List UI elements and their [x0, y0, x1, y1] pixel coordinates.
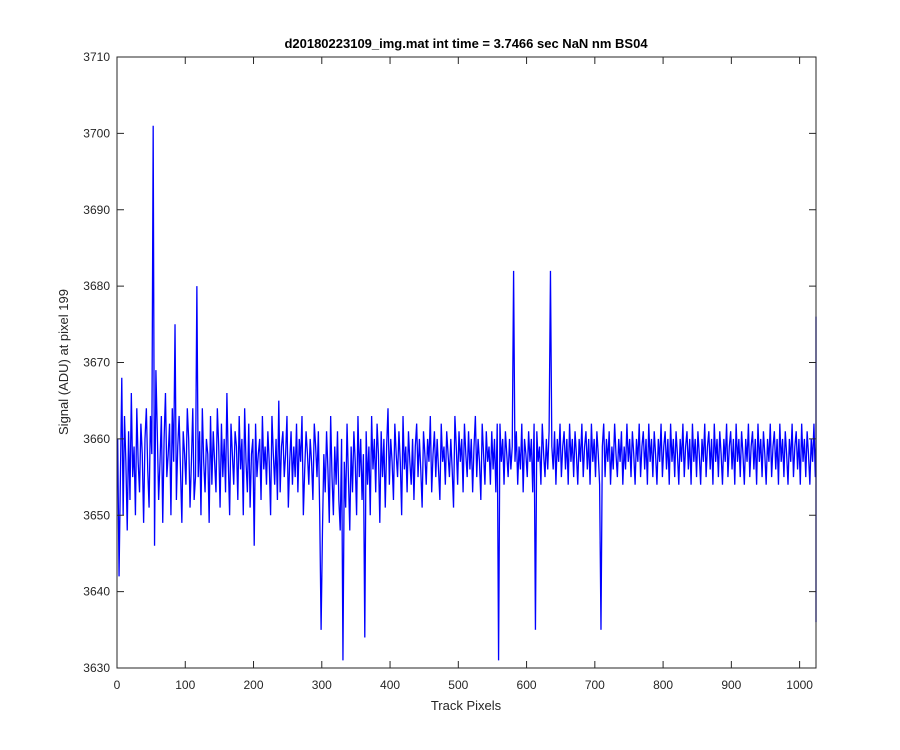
x-tick-label: 800 — [653, 678, 673, 692]
series-layer — [117, 125, 817, 661]
x-tick-label: 200 — [244, 678, 264, 692]
y-tick-label: 3660 — [83, 432, 110, 446]
plot-area — [117, 57, 816, 668]
series-line — [117, 125, 817, 661]
x-tick-label: 600 — [517, 678, 537, 692]
y-axis-ticks: 3630 3640 3650 3660 3670 3680 3690 3700 3710 — [83, 50, 816, 675]
y-tick-label: 3690 — [83, 203, 110, 217]
x-tick-label: 100 — [175, 678, 195, 692]
y-axis-label: Signal (ADU) at pixel 199 — [56, 289, 71, 435]
y-tick-label: 3680 — [83, 279, 110, 293]
x-tick-label: 0 — [114, 678, 121, 692]
chart-title: d20180223109_img.mat int time = 3.7466 s… — [284, 36, 648, 51]
y-tick-label: 3650 — [83, 508, 110, 522]
y-tick-label: 3710 — [83, 50, 110, 64]
x-tick-label: 700 — [585, 678, 605, 692]
x-tick-label: 400 — [380, 678, 400, 692]
y-tick-label: 3700 — [83, 126, 110, 140]
x-axis-ticks: 0 100 200 300 400 500 600 700 800 900 1000 — [114, 57, 813, 692]
x-axis-label: Track Pixels — [431, 698, 502, 713]
x-tick-label: 500 — [448, 678, 468, 692]
x-tick-label: 900 — [721, 678, 741, 692]
x-tick-label: 300 — [312, 678, 332, 692]
x-tick-label: 1000 — [786, 678, 813, 692]
y-tick-label: 3630 — [83, 661, 110, 675]
y-tick-label: 3670 — [83, 356, 110, 370]
y-tick-label: 3640 — [83, 585, 110, 599]
